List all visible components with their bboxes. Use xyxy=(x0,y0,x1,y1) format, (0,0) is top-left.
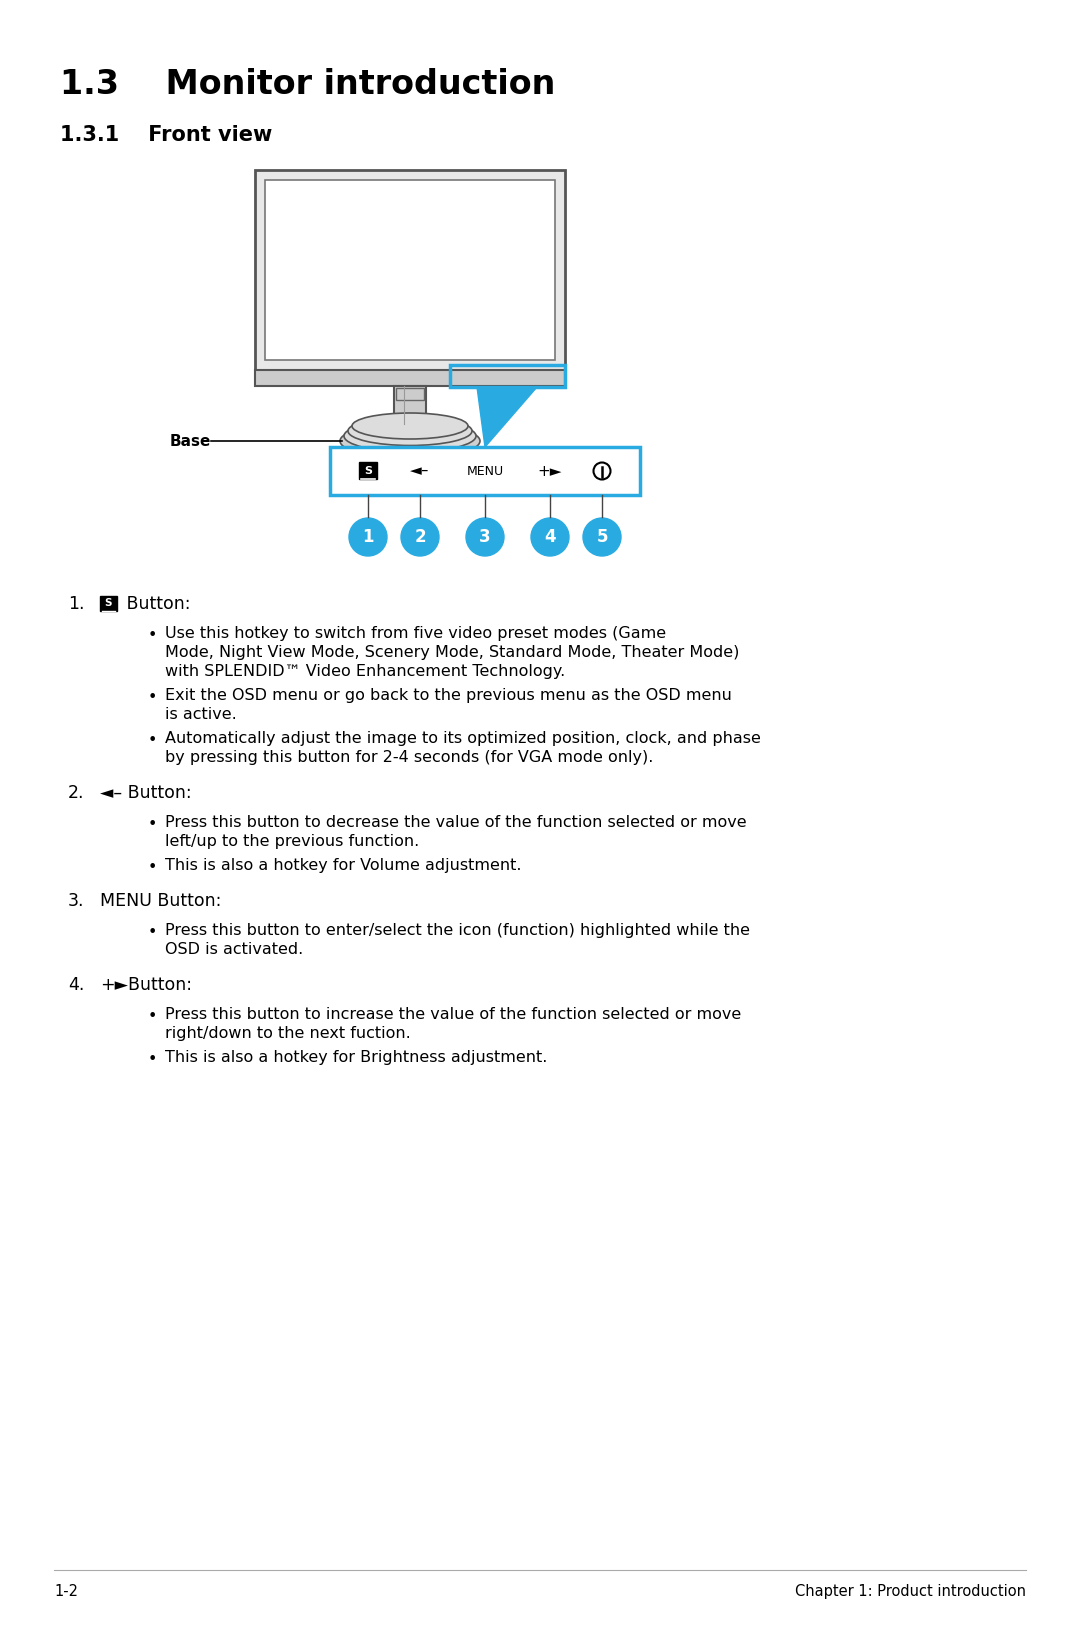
Text: by pressing this button for 2-4 seconds (for VGA mode only).: by pressing this button for 2-4 seconds … xyxy=(165,750,653,765)
Bar xyxy=(255,169,565,369)
Text: 5: 5 xyxy=(596,529,608,547)
Ellipse shape xyxy=(352,413,468,439)
Bar xyxy=(396,387,424,400)
Text: •: • xyxy=(148,734,158,748)
Text: S: S xyxy=(105,599,111,608)
Text: with SPLENDID™ Video Enhancement Technology.: with SPLENDID™ Video Enhancement Technol… xyxy=(165,664,565,678)
Ellipse shape xyxy=(348,417,472,446)
Text: 4.: 4. xyxy=(68,976,84,994)
Text: Press this button to enter/select the icon (function) highlighted while the: Press this button to enter/select the ic… xyxy=(165,923,750,939)
Text: 2.: 2. xyxy=(68,784,84,802)
Text: Use this hotkey to switch from five video preset modes (Game: Use this hotkey to switch from five vide… xyxy=(165,626,666,641)
Circle shape xyxy=(401,517,438,556)
Text: 1-2: 1-2 xyxy=(54,1585,78,1599)
Text: left/up to the previous function.: left/up to the previous function. xyxy=(165,835,419,849)
Ellipse shape xyxy=(345,420,476,452)
Text: This is also a hotkey for Volume adjustment.: This is also a hotkey for Volume adjustm… xyxy=(165,857,522,874)
Text: OSD is activated.: OSD is activated. xyxy=(165,942,303,957)
Text: Press this button to increase the value of the function selected or move: Press this button to increase the value … xyxy=(165,1007,741,1022)
Text: 1.3.1    Front view: 1.3.1 Front view xyxy=(60,125,272,145)
Bar xyxy=(265,181,555,360)
Bar xyxy=(330,447,640,495)
Text: Automatically adjust the image to its optimized position, clock, and phase: Automatically adjust the image to its op… xyxy=(165,731,761,747)
Text: MENU: MENU xyxy=(467,464,503,477)
Text: •: • xyxy=(148,690,158,704)
Text: +►Button:: +►Button: xyxy=(100,976,192,994)
Bar xyxy=(359,462,377,478)
Text: 4: 4 xyxy=(544,529,556,547)
Text: ◄– Button:: ◄– Button: xyxy=(100,784,191,802)
Bar xyxy=(450,364,565,387)
Text: MENU Button:: MENU Button: xyxy=(100,892,221,909)
Text: Base: Base xyxy=(170,433,212,449)
Circle shape xyxy=(349,517,387,556)
Text: This is also a hotkey for Brightness adjustment.: This is also a hotkey for Brightness adj… xyxy=(165,1049,548,1066)
Text: right/down to the next fuction.: right/down to the next fuction. xyxy=(165,1027,410,1041)
Circle shape xyxy=(583,517,621,556)
Text: •: • xyxy=(148,628,158,643)
Text: Chapter 1: Product introduction: Chapter 1: Product introduction xyxy=(795,1585,1026,1599)
Text: Press this button to decrease the value of the function selected or move: Press this button to decrease the value … xyxy=(165,815,746,830)
Ellipse shape xyxy=(340,423,480,459)
Circle shape xyxy=(465,517,504,556)
Text: +►: +► xyxy=(538,464,563,478)
Bar xyxy=(100,595,117,612)
Text: •: • xyxy=(148,1009,158,1023)
Text: 1.3    Monitor introduction: 1.3 Monitor introduction xyxy=(60,68,555,101)
Text: •: • xyxy=(148,1053,158,1067)
Bar xyxy=(255,369,565,386)
Bar xyxy=(394,386,426,425)
Text: Exit the OSD menu or go back to the previous menu as the OSD menu: Exit the OSD menu or go back to the prev… xyxy=(165,688,732,703)
Text: 3: 3 xyxy=(480,529,490,547)
Text: 1.: 1. xyxy=(68,595,84,613)
Polygon shape xyxy=(477,387,537,447)
Text: 2: 2 xyxy=(415,529,426,547)
Text: ◄–: ◄– xyxy=(410,464,430,478)
Text: 1: 1 xyxy=(362,529,374,547)
Text: Button:: Button: xyxy=(121,595,190,613)
Text: is active.: is active. xyxy=(165,708,237,722)
Text: •: • xyxy=(148,861,158,875)
Text: •: • xyxy=(148,817,158,831)
Text: S: S xyxy=(364,465,372,477)
Text: 3.: 3. xyxy=(68,892,84,909)
Circle shape xyxy=(531,517,569,556)
Text: Mode, Night View Mode, Scenery Mode, Standard Mode, Theater Mode): Mode, Night View Mode, Scenery Mode, Sta… xyxy=(165,644,740,661)
Text: •: • xyxy=(148,926,158,940)
